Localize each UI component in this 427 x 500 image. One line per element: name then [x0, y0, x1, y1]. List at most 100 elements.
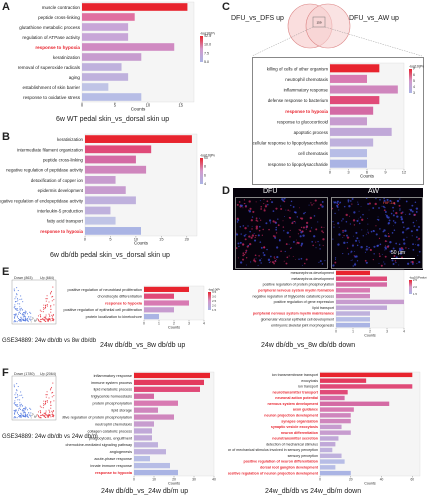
cell-dot — [311, 241, 313, 243]
term-label: peripheral nervous system myelin mainten… — [253, 312, 334, 316]
cell-dot — [236, 221, 239, 223]
tick-label: 1 — [352, 330, 354, 334]
tick-label: 4 — [203, 322, 205, 326]
legend-tick: 1.5 — [413, 292, 417, 296]
term-label: exocytosis — [301, 379, 318, 383]
term-label: ion transport — [298, 385, 318, 389]
cell-dot — [293, 220, 295, 223]
cell-dot — [244, 251, 247, 254]
volcano-point — [13, 306, 15, 308]
cell-dot — [333, 201, 335, 203]
cell-dot — [348, 205, 351, 208]
volcano-point — [21, 314, 23, 316]
volcano-point — [17, 395, 19, 397]
panel-letter-d: D — [222, 185, 230, 197]
term-label: positive regulation of neuroblast prolif… — [67, 288, 142, 292]
volcano-point — [43, 415, 45, 418]
cell-dot — [245, 257, 248, 259]
volcano-point — [39, 411, 42, 413]
cell-dot — [324, 260, 326, 262]
cell-dot — [384, 240, 387, 243]
cell-dot — [300, 244, 303, 247]
legend-color-bar — [200, 158, 203, 184]
volcano-point — [52, 286, 54, 288]
cell-dot — [238, 201, 241, 203]
cell-dot — [368, 209, 370, 211]
cell-dot — [398, 243, 401, 246]
volcano-point — [21, 410, 23, 412]
volcano-point — [26, 313, 29, 315]
cell-dot — [415, 220, 417, 222]
volcano-point — [26, 319, 28, 321]
panel-b-go-bar-chart: keratinization intermediate filament orga… — [0, 133, 215, 246]
term-label: phagocytosis, engulfment — [89, 436, 133, 440]
volcano-point — [24, 315, 26, 317]
volcano-point — [45, 316, 47, 318]
volcano-point — [43, 304, 45, 306]
cell-dot — [269, 222, 272, 224]
cell-dot — [334, 258, 336, 260]
volcano-point — [13, 290, 15, 292]
cell-dot — [333, 226, 335, 228]
tick-label: 9 — [384, 170, 387, 175]
term-label: defense response to bacterium — [268, 98, 329, 103]
cell-dot — [383, 209, 386, 212]
cell-dot — [266, 200, 269, 203]
panel-letter-c: C — [222, 1, 230, 13]
legend-tick: 4 — [413, 85, 415, 89]
volcano-point — [44, 317, 46, 319]
volcano-point — [42, 413, 44, 416]
volcano-point — [43, 308, 45, 310]
cell-dot — [408, 248, 410, 250]
term-label: neuronal action potential — [275, 396, 318, 400]
tick-label: 20 — [172, 478, 176, 482]
volcano-point — [44, 308, 46, 310]
bar — [320, 442, 336, 447]
bar — [336, 276, 387, 281]
volcano-point — [48, 409, 50, 411]
volcano-point — [14, 320, 16, 322]
cell-dot — [263, 199, 265, 201]
legend-title: -log10(Pvalue) — [208, 288, 220, 292]
cell-dot — [367, 217, 368, 219]
venn-intersection-count: 159 — [316, 21, 321, 25]
volcano-point — [50, 292, 52, 294]
volcano-point — [22, 407, 25, 410]
volcano-point — [19, 399, 21, 401]
cell-dot — [303, 212, 305, 215]
volcano-point — [45, 394, 47, 396]
cell-dot — [262, 252, 265, 254]
bar — [320, 418, 351, 424]
cell-dot — [364, 259, 367, 262]
volcano-point — [50, 304, 52, 307]
volcano-point — [17, 313, 20, 315]
cell-dot — [416, 262, 418, 265]
tick-label: 30 — [192, 478, 196, 482]
volcano-point — [50, 306, 52, 308]
cell-dot — [418, 237, 421, 240]
venn-right-set — [305, 3, 351, 49]
volcano-point — [46, 295, 48, 297]
volcano-point — [14, 301, 17, 303]
legend-tick: 7.5 — [204, 51, 209, 55]
cell-dot — [332, 264, 335, 267]
cell-dot — [302, 226, 306, 229]
legend-tick: 3.0 — [212, 295, 217, 299]
cell-dot — [242, 252, 245, 255]
volcano-point — [14, 308, 16, 310]
volcano-point — [24, 413, 26, 415]
cell-dot — [392, 210, 395, 212]
volcano-point — [46, 298, 48, 300]
cell-dot — [413, 213, 416, 216]
cell-dot — [300, 231, 303, 234]
volcano-point — [17, 413, 19, 416]
panel-e-down-bar-chart: mesonephros development metanephros devel… — [252, 269, 427, 338]
cell-dot — [245, 249, 248, 252]
cell-dot — [351, 203, 353, 205]
cell-dot — [406, 236, 408, 238]
cell-dot — [253, 233, 255, 235]
volcano-point — [48, 415, 50, 417]
cell-dot — [235, 233, 239, 236]
volcano-point — [20, 316, 22, 318]
cell-dot — [303, 262, 306, 265]
